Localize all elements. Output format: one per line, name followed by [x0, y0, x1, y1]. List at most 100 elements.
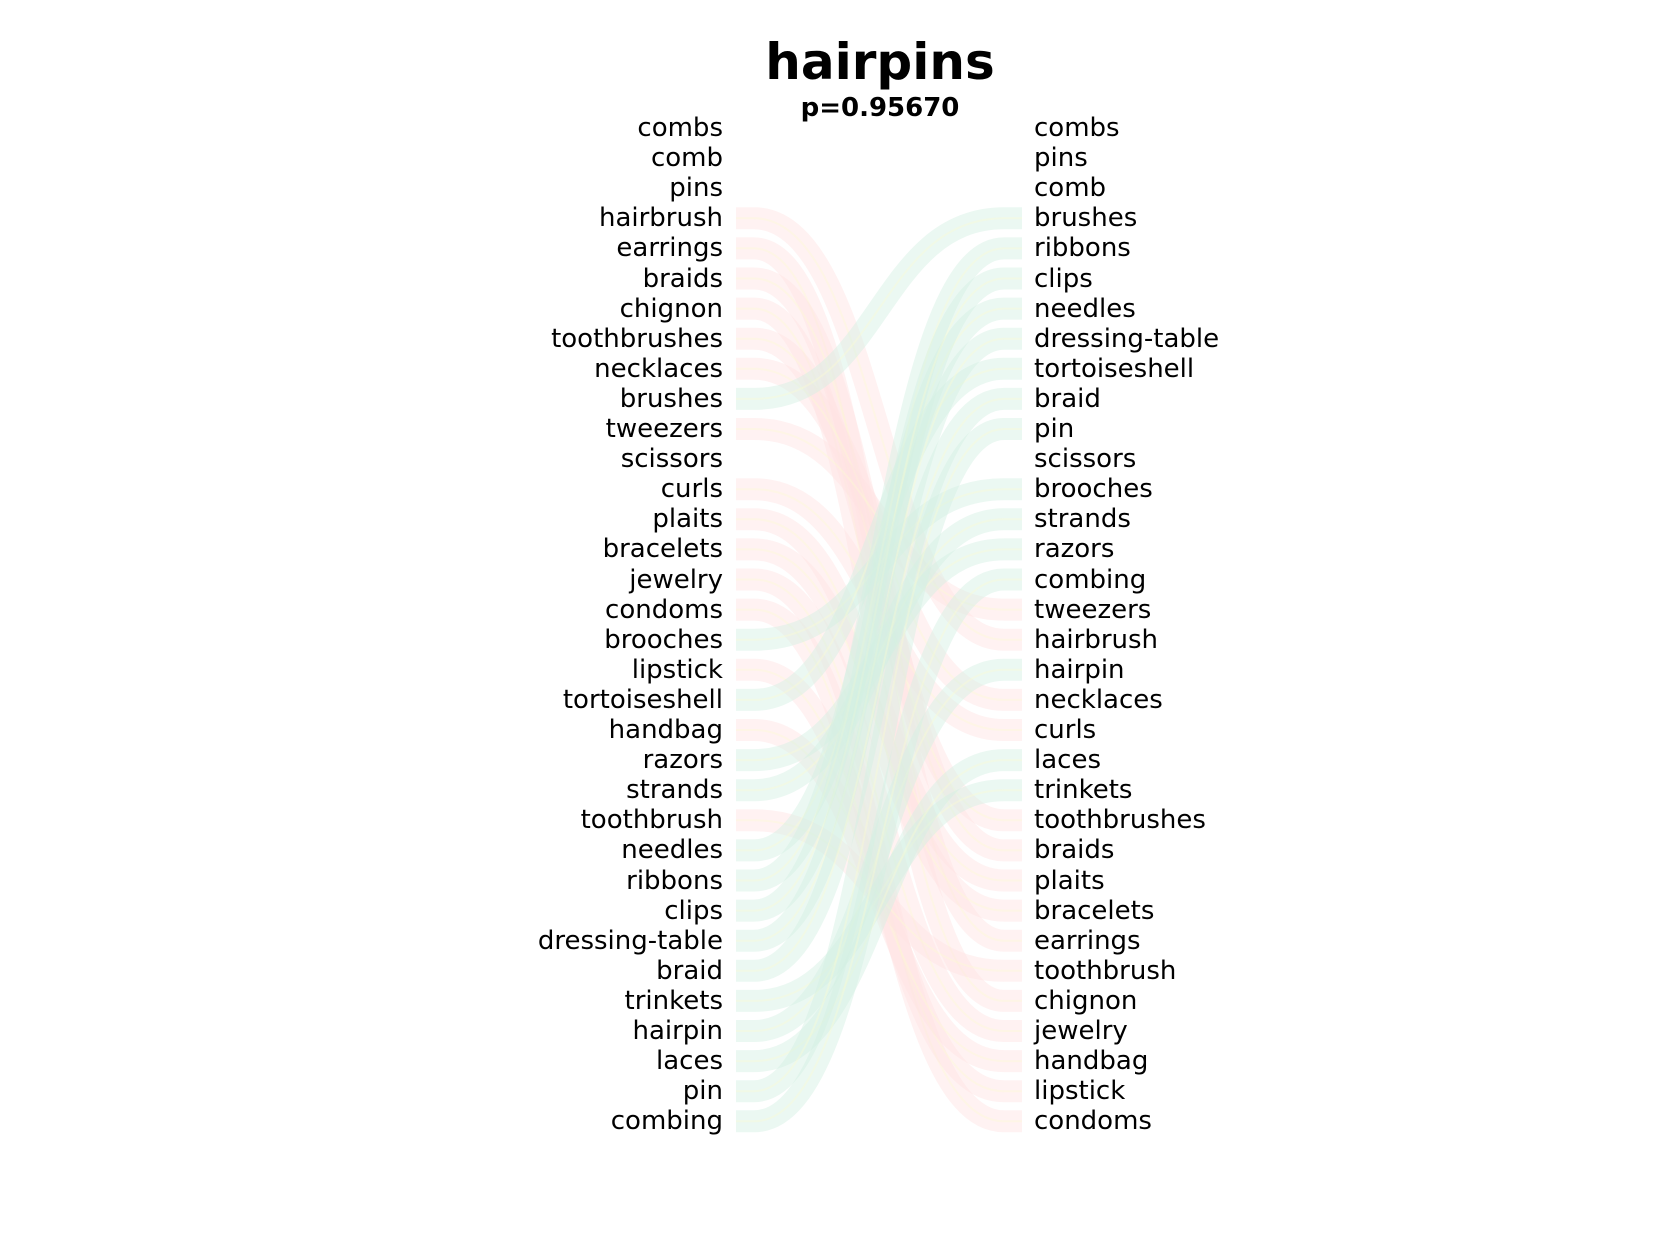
ribbon-condoms: [736, 598, 1022, 1133]
ribbon-edge-clips: [736, 277, 1022, 912]
left-word: needles: [621, 835, 723, 866]
right-word: combs: [1034, 113, 1120, 143]
ribbon-jewelry: [736, 568, 1022, 1042]
right-word: clips: [1034, 263, 1093, 294]
right-word: pin: [1034, 414, 1075, 444]
ribbon-edge-lipstick: [736, 668, 1022, 1093]
right-word: plaits: [1034, 865, 1105, 896]
left-word: ribbons: [626, 865, 723, 896]
ribbon-ribbons: [736, 237, 1022, 892]
ribbon-edge-dressing-table: [736, 337, 1022, 942]
left-word: lipstick: [631, 654, 723, 685]
right-word: trinkets: [1034, 775, 1133, 806]
ribbon-braid: [736, 387, 1022, 982]
ribbon-dressing-table: [736, 327, 1022, 952]
ribbon-edge-toothbrush: [736, 819, 1022, 972]
left-word: bracelets: [602, 534, 723, 565]
ribbon-edge-plaits: [736, 518, 1022, 882]
left-word: brooches: [604, 624, 723, 655]
ribbon-hairpin: [736, 658, 1022, 1042]
ribbon-edge-handbag: [736, 729, 1022, 1063]
right-word: brushes: [1034, 203, 1138, 234]
left-word: toothbrush: [580, 805, 723, 836]
left-word: condoms: [605, 594, 723, 625]
right-word: toothbrushes: [1034, 805, 1206, 836]
left-word: braid: [656, 955, 723, 986]
right-word: toothbrush: [1034, 955, 1177, 986]
ribbon-edge-braid: [736, 397, 1022, 972]
ribbon-razors: [736, 538, 1022, 772]
ribbon-edge-combing: [736, 578, 1022, 1123]
right-word: pins: [1034, 143, 1088, 174]
ribbon-braids: [736, 267, 1022, 862]
right-word: necklaces: [1034, 684, 1163, 715]
right-word: strands: [1034, 504, 1131, 535]
right-word: scissors: [1034, 444, 1137, 475]
left-word: toothbrushes: [551, 323, 723, 354]
left-word: combs: [637, 113, 723, 143]
ribbon-tweezers: [736, 418, 1022, 621]
ribbon-edge-brushes: [736, 217, 1022, 400]
ribbon-brooches: [736, 478, 1022, 651]
ribbon-edge-ribbons: [736, 247, 1022, 882]
left-word: braids: [642, 263, 723, 294]
left-word: necklaces: [594, 353, 723, 384]
left-word: dressing-table: [537, 925, 723, 956]
ribbon-edge-needles: [736, 307, 1022, 852]
right-word: lipstick: [1034, 1076, 1126, 1107]
ribbon-edge-brooches: [736, 488, 1022, 641]
right-word: comb: [1034, 173, 1107, 204]
ribbon-strands: [736, 508, 1022, 802]
ribbon-chignon: [736, 297, 1022, 1012]
ribbon-edge-pin: [736, 428, 1022, 1093]
ribbon-edge-tortoiseshell: [736, 367, 1022, 701]
ribbon-edge-curls: [736, 488, 1022, 731]
ribbon-clips: [736, 267, 1022, 922]
left-word: handbag: [608, 715, 723, 745]
left-word: laces: [656, 1046, 723, 1077]
right-word: combing: [1034, 564, 1147, 595]
ribbon-edge-condoms: [736, 608, 1022, 1123]
left-word: plaits: [652, 504, 723, 535]
ribbon-edge-razors: [736, 548, 1022, 762]
left-word: combing: [610, 1106, 723, 1137]
ribbon-necklaces: [736, 357, 1022, 711]
ribbon-edge-hairpin: [736, 668, 1022, 1032]
left-word: brushes: [619, 383, 723, 414]
left-word: razors: [642, 745, 723, 776]
ribbon-edge-laces: [736, 759, 1022, 1063]
left-word: chignon: [619, 293, 723, 324]
right-word: hairbrush: [1034, 624, 1159, 655]
ribbon-edge-toothbrushes: [736, 337, 1022, 822]
left-word: comb: [650, 143, 723, 174]
ribbon-edge-trinkets: [736, 789, 1022, 1002]
left-word: tortoiseshell: [562, 684, 723, 715]
right-word: brooches: [1034, 474, 1153, 505]
ribbon-edge-hairbrush: [736, 217, 1022, 641]
ribbon-tortoiseshell: [736, 357, 1022, 711]
ribbon-edge-chignon: [736, 307, 1022, 1002]
right-word: tweezers: [1034, 594, 1152, 625]
ribbon-edge-strands: [736, 518, 1022, 792]
right-word: braid: [1034, 383, 1101, 414]
left-word: earrings: [616, 233, 723, 264]
right-word: braids: [1034, 835, 1115, 866]
ribbon-edge-bracelets: [736, 548, 1022, 912]
right-word: condoms: [1034, 1106, 1152, 1137]
right-word: bracelets: [1034, 895, 1155, 926]
ribbon-toothbrushes: [736, 327, 1022, 832]
ribbon-edge-jewelry: [736, 578, 1022, 1032]
left-word: scissors: [620, 444, 723, 475]
right-word: tortoiseshell: [1034, 353, 1195, 384]
left-word: jewelry: [629, 564, 723, 595]
right-word: chignon: [1034, 985, 1138, 1016]
ribbon-edge-necklaces: [736, 367, 1022, 701]
ribbon-edge-earrings: [736, 247, 1022, 942]
right-word: ribbons: [1034, 233, 1131, 264]
left-word: clips: [664, 895, 723, 926]
left-word: curls: [660, 474, 723, 505]
ribbon-edge-braids: [736, 277, 1022, 852]
right-word: earrings: [1034, 925, 1141, 956]
left-word: tweezers: [605, 414, 723, 444]
